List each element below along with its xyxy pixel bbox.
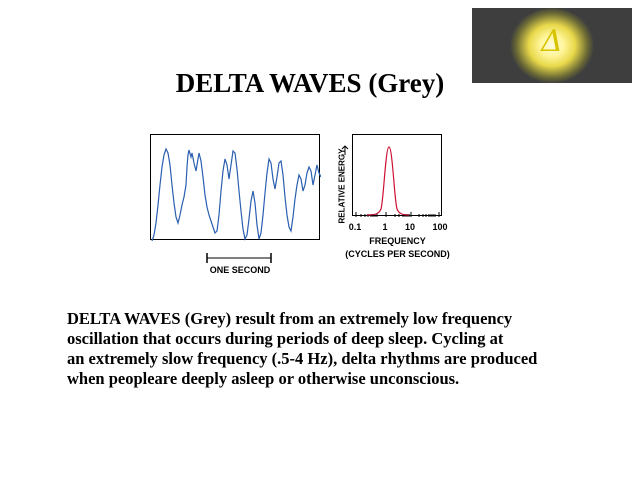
delta-badge: Δ <box>472 8 632 83</box>
page-title: DELTA WAVES (Grey) <box>175 68 445 98</box>
paragraph-line: an extremely slow frequency (.5-4 Hz), d… <box>67 349 538 368</box>
paragraph-line: when peopleare deeply asleep or otherwis… <box>67 369 460 388</box>
eeg-trace-panel <box>150 134 321 241</box>
eeg-trace-graphic <box>151 147 321 241</box>
y-axis-arrow-icon <box>341 145 349 155</box>
tick-label: 10 <box>404 222 416 232</box>
tick-label: 0.1 <box>348 222 362 232</box>
tick-label: 1 <box>382 222 388 232</box>
description-paragraph: DELTA WAVES (Grey) result from an extrem… <box>67 309 607 389</box>
eeg-waveform <box>151 147 321 241</box>
paragraph-line: oscillation that occurs during periods o… <box>67 329 504 348</box>
paragraph-line: DELTA WAVES (Grey) result from an extrem… <box>67 309 513 328</box>
spectrum-graphic <box>355 146 440 217</box>
delta-symbol-icon: Δ <box>541 24 563 59</box>
spectrum-panel <box>352 134 442 217</box>
spectrum-curve <box>366 146 410 216</box>
spectrum-x-axis-label: FREQUENCY <box>369 236 426 246</box>
spectrum-tick-labels: 0.1 1 10 100 <box>348 222 452 234</box>
tick-label: 100 <box>432 222 448 232</box>
scale-bar-label: ONE SECOND <box>209 265 271 275</box>
one-second-scale-bar <box>206 253 272 263</box>
spectrum-x-axis-unit: (CYCLES PER SECOND) <box>345 249 450 259</box>
